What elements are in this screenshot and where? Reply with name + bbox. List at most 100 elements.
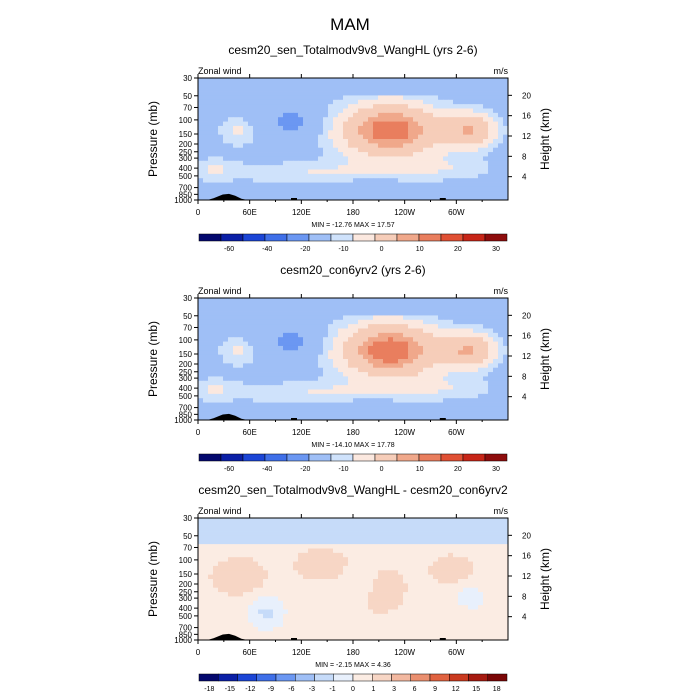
field-cell [373,518,379,523]
field-cell [458,605,464,610]
field-cell [393,415,399,421]
field-cell [323,328,329,334]
field-cell [378,319,384,325]
field-cell [353,156,359,162]
field-cell [303,306,309,312]
field-cell [373,526,379,532]
field-cell [348,341,354,347]
field-cell [298,82,304,88]
field-cell [298,186,304,192]
field-cell [453,169,459,175]
field-cell [378,104,384,109]
field-cell [393,367,399,373]
field-cell [418,173,424,179]
field-cell [473,411,479,417]
field-cell [498,332,504,338]
field-cell [278,143,284,149]
y-tick-label: 1000 [174,196,192,205]
field-cell [233,402,239,408]
field-cell [273,359,279,364]
field-cell [228,354,234,360]
field-cell [218,186,224,192]
field-cell [428,139,434,144]
field-cell [253,385,259,390]
field-cell [368,169,374,175]
field-cell [228,350,234,356]
field-cell [353,522,359,528]
field-cell [378,531,384,536]
field-cell [428,380,434,386]
field-cell [503,332,509,338]
field-cell [423,125,429,131]
field-cell [308,565,314,571]
field-cell [323,579,329,584]
field-cell [463,134,469,140]
field-cell [243,411,249,417]
field-cell [408,173,414,179]
field-cell [358,311,364,316]
field-cell [253,173,259,179]
field-cell [228,302,234,308]
field-cell [263,99,269,105]
field-cell [373,411,379,417]
field-cell [273,319,279,325]
field-cell [383,415,389,421]
field-cell [298,156,304,162]
field-cell [328,117,334,122]
field-cell [308,415,314,421]
field-cell [488,86,494,92]
field-cell [398,561,404,567]
field-cell [208,535,214,541]
y2-tick-label: 8 [522,372,527,381]
field-cell [328,570,334,576]
field-cell [498,125,504,131]
field-cell [223,108,229,114]
field-cell [468,557,474,562]
field-cell [223,143,229,149]
field-cell [203,165,209,170]
field-cell [468,169,474,175]
field-cell [348,350,354,356]
field-cell [488,186,494,192]
field-cell [353,398,359,403]
field-cell [283,173,289,179]
field-cell [393,411,399,417]
field-cell [338,544,344,549]
field-cell [408,406,414,412]
field-cell [328,345,334,351]
field-cell [308,195,314,201]
field-cell [493,186,499,192]
colorbar-swatch [462,453,486,462]
field-cell [388,557,394,562]
field-cell [438,557,444,562]
field-cell [433,354,439,360]
field-cell [503,544,509,549]
field-cell [203,178,209,183]
field-cell [443,169,449,175]
field-cell [428,548,434,554]
field-cell [453,561,459,567]
field-cell [433,324,439,329]
field-cell [278,112,284,118]
field-cell [493,82,499,88]
field-cell [263,302,269,308]
field-cell [213,402,219,408]
field-cell [478,130,484,136]
field-cell [448,535,454,541]
field-cell [483,406,489,412]
field-cell [273,311,279,316]
field-cell [473,579,479,584]
field-cell [423,82,429,88]
field-cell [293,398,299,403]
field-cell [403,91,409,96]
field-cell [328,315,334,321]
field-cell [283,298,289,303]
field-cell [498,376,504,382]
field-cell [288,363,294,369]
field-cell [223,104,229,109]
field-cell [398,95,404,101]
field-cell [338,108,344,114]
field-cell [348,306,354,312]
field-cell [248,415,254,421]
field-cell [353,565,359,571]
